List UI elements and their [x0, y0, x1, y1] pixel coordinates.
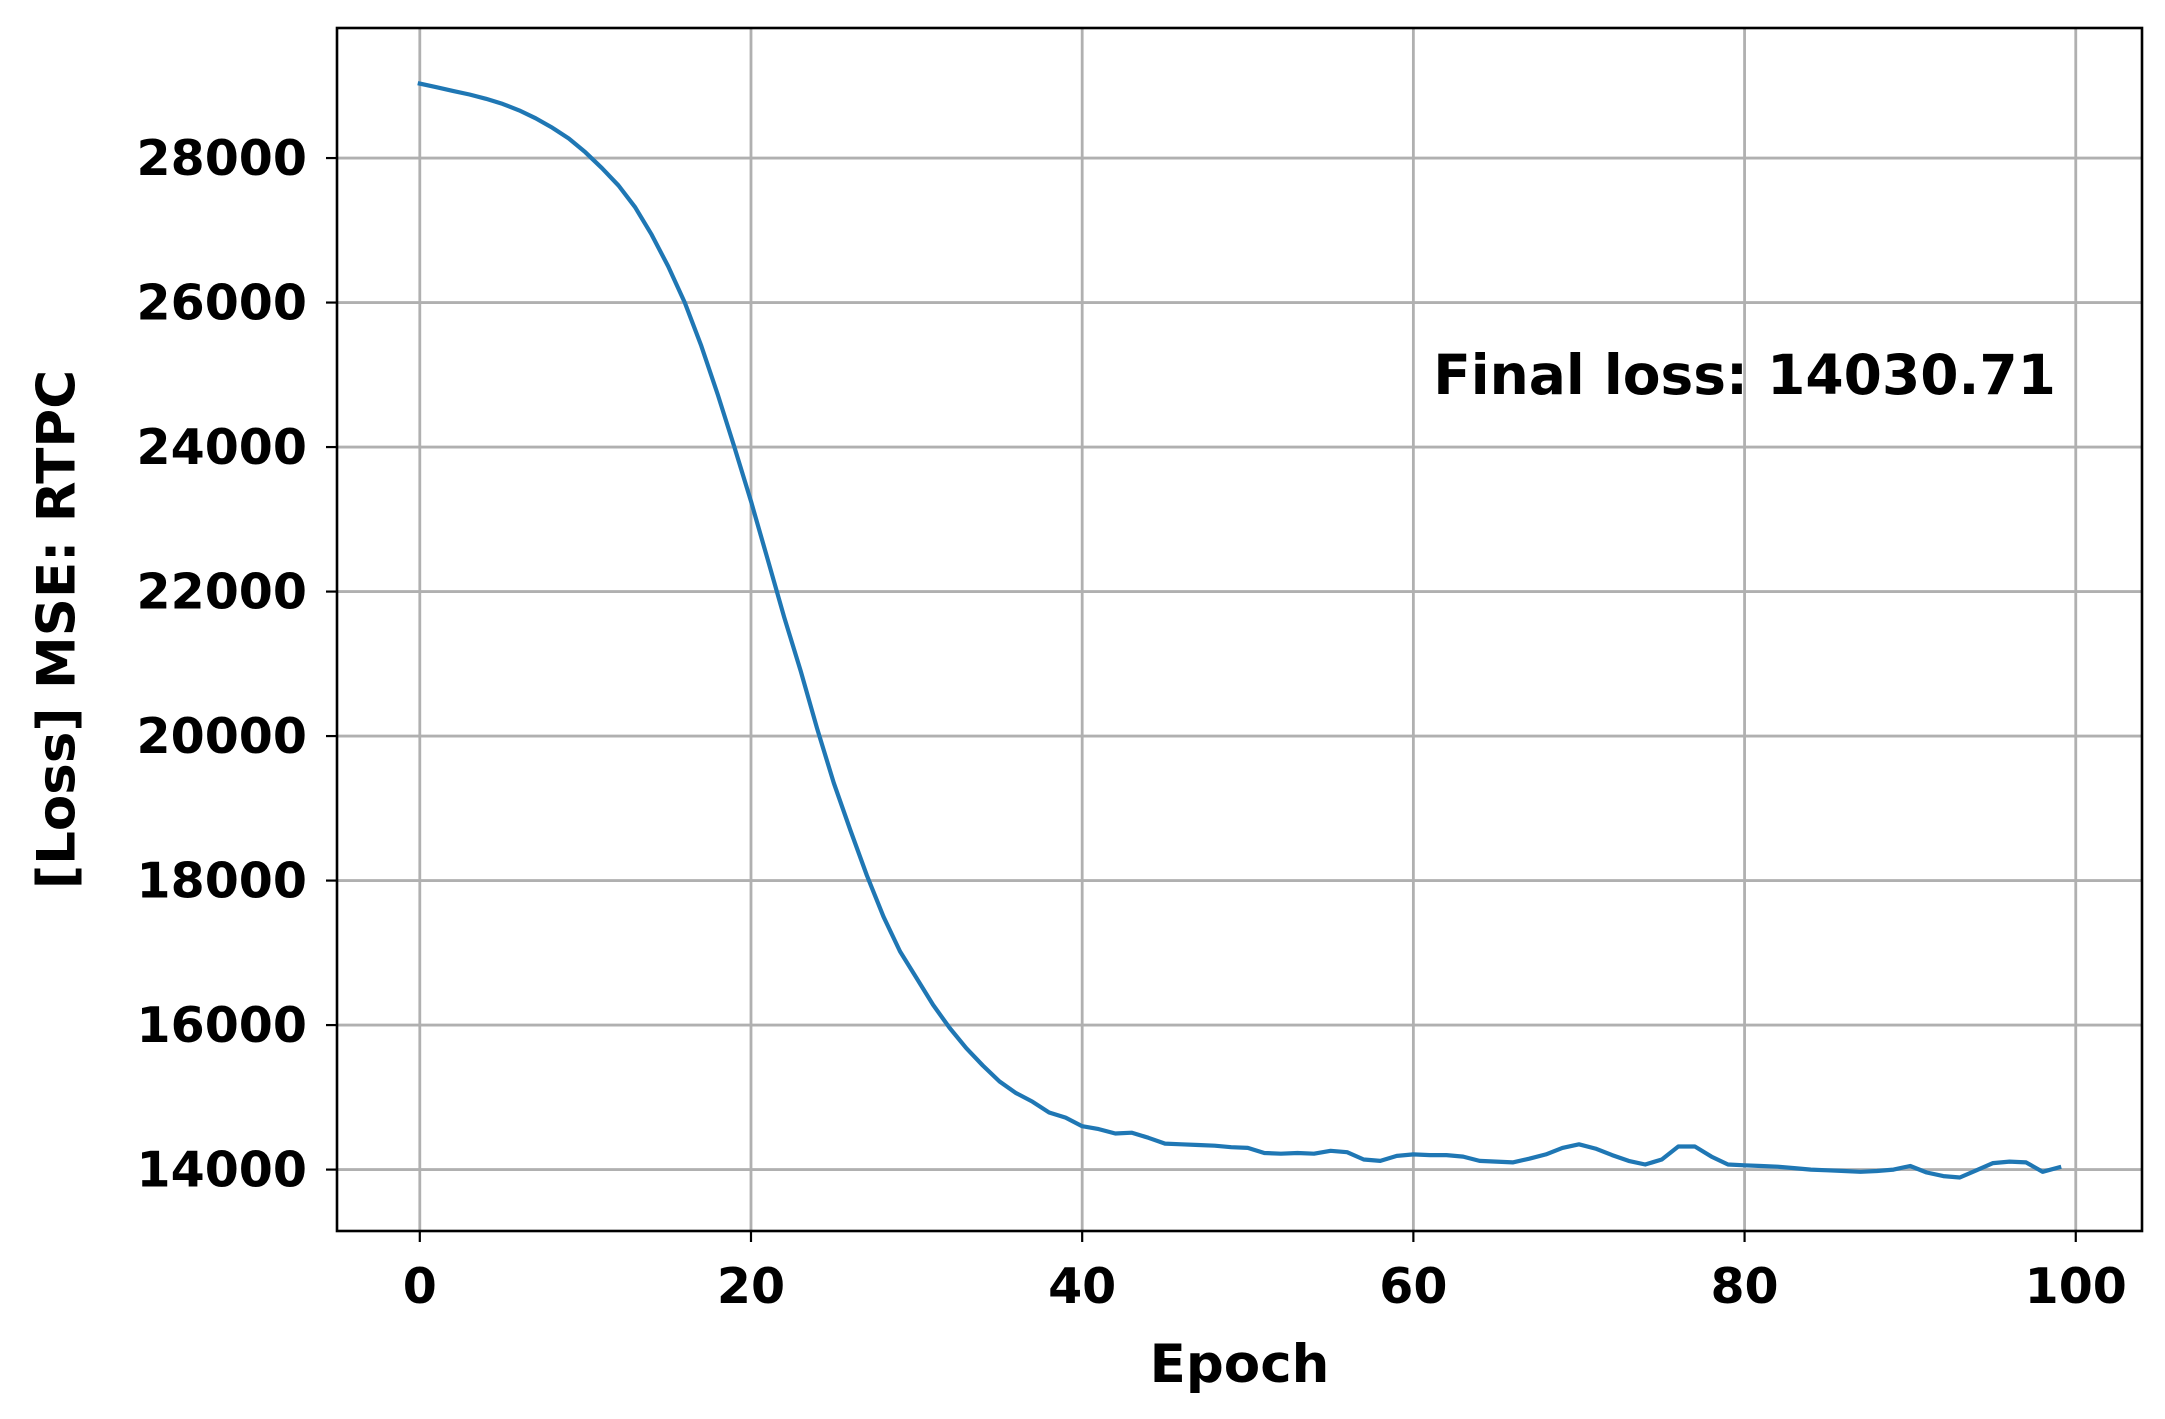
loss-series-line [417, 81, 2062, 1180]
x-tick-label: 60 [1379, 1258, 1447, 1315]
y-tick-label: 26000 [137, 275, 307, 332]
axis-ticks: 0 20 40 60 80 100 14000 16000 18000 20000 22000 240… [137, 130, 2127, 1315]
x-tick-label: 40 [1048, 1258, 1116, 1315]
x-tick-label: 0 [403, 1258, 437, 1315]
y-tick-label: 14000 [137, 1142, 307, 1199]
plot-frame [335, 26, 2144, 1233]
series-layer [417, 81, 2062, 1180]
y-tick-label: 16000 [137, 997, 307, 1054]
y-tick-label: 22000 [137, 564, 307, 621]
final-loss-annotation: Final loss: 14030.71 [1433, 343, 2056, 407]
x-tick-label: 100 [2025, 1258, 2127, 1315]
y-tick-label: 20000 [137, 708, 307, 765]
x-tick-label: 80 [1710, 1258, 1778, 1315]
x-axis-label: Epoch [1150, 1334, 1330, 1395]
grid-lines [337, 28, 2142, 1231]
x-tick-label: 20 [717, 1258, 785, 1315]
y-tick-label: 28000 [137, 130, 307, 187]
y-tick-label: 24000 [137, 419, 307, 476]
y-tick-label: 18000 [137, 853, 307, 910]
y-axis-label: [Loss] MSE: RTPC [27, 370, 88, 889]
